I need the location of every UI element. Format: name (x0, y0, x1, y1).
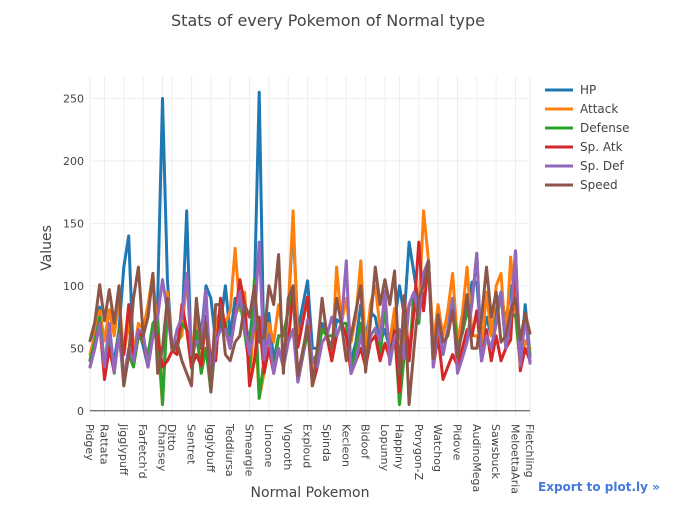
x-tick-label: Jigglypuff (117, 423, 130, 476)
legend-item-sp-def[interactable]: Sp. Def (545, 159, 624, 173)
x-tick-label: Linoone (262, 424, 275, 468)
y-tick-label: 250 (63, 92, 84, 105)
x-tick-label: Spinda (320, 424, 333, 462)
chart-title: Stats of every Pokemon of Normal type (171, 11, 485, 30)
x-tick-label: Farfetch'd (136, 424, 149, 479)
y-tick-label: 0 (77, 405, 84, 418)
legend-label: Defense (580, 121, 629, 135)
x-tick-label: Pidgey (83, 424, 96, 461)
legend-label: HP (580, 83, 596, 97)
x-tick-label: Sawsbuck (489, 424, 502, 479)
x-tick-label: Ditto (165, 424, 178, 451)
x-axis-ticks: Pidgey Rattata Jigglypuff Farfetch'd Chansey… (83, 423, 536, 494)
legend[interactable]: HP Attack Defense Sp. Atk Sp. Def Speed (545, 83, 629, 192)
y-tick-label: 50 (70, 342, 84, 355)
legend-item-sp-atk[interactable]: Sp. Atk (545, 140, 623, 154)
legend-item-hp[interactable]: HP (545, 83, 596, 97)
x-tick-label: Teddiursa (223, 423, 236, 477)
x-tick-label: Sentret (185, 424, 198, 465)
x-tick-label: Chansey (156, 424, 169, 472)
y-tick-label: 150 (63, 217, 84, 230)
y-axis-ticks: 0 50 100 150 200 250 (63, 92, 84, 417)
legend-item-speed[interactable]: Speed (545, 178, 618, 192)
x-axis-title: Normal Pokemon (251, 485, 370, 501)
x-tick-label: Porygon-Z (412, 424, 425, 481)
x-tick-label: Igglybuff (204, 424, 217, 473)
legend-label: Sp. Def (580, 159, 624, 173)
x-tick-label: Vigoroth (281, 424, 294, 470)
x-tick-label: Fletchling (523, 424, 536, 478)
legend-label: Speed (580, 178, 618, 192)
legend-item-defense[interactable]: Defense (545, 121, 629, 135)
legend-label: Attack (580, 102, 618, 116)
y-axis-title: Values (39, 225, 55, 271)
x-tick-label: Happiny (393, 424, 406, 470)
x-tick-label: Pidove (451, 424, 464, 461)
series-line-speed (88, 253, 532, 406)
x-tick-label: AudinoMega (470, 424, 483, 492)
export-to-plotly-link[interactable]: Export to plot.ly » (538, 480, 660, 494)
x-tick-label: Watchog (431, 424, 444, 472)
x-tick-label: Smeargle (243, 424, 256, 477)
x-tick-label: Rattata (98, 424, 111, 465)
x-tick-label: Bidoof (359, 424, 372, 460)
y-tick-label: 200 (63, 155, 84, 168)
y-tick-label: 100 (63, 280, 84, 293)
x-tick-label: MeloettaAria (509, 424, 522, 494)
x-tick-label: Kecleon (339, 424, 352, 467)
x-tick-label: Exploud (301, 424, 314, 468)
plot-area (88, 90, 532, 406)
legend-item-attack[interactable]: Attack (545, 102, 618, 116)
legend-label: Sp. Atk (580, 140, 623, 154)
x-tick-label: Lopunny (378, 424, 391, 472)
